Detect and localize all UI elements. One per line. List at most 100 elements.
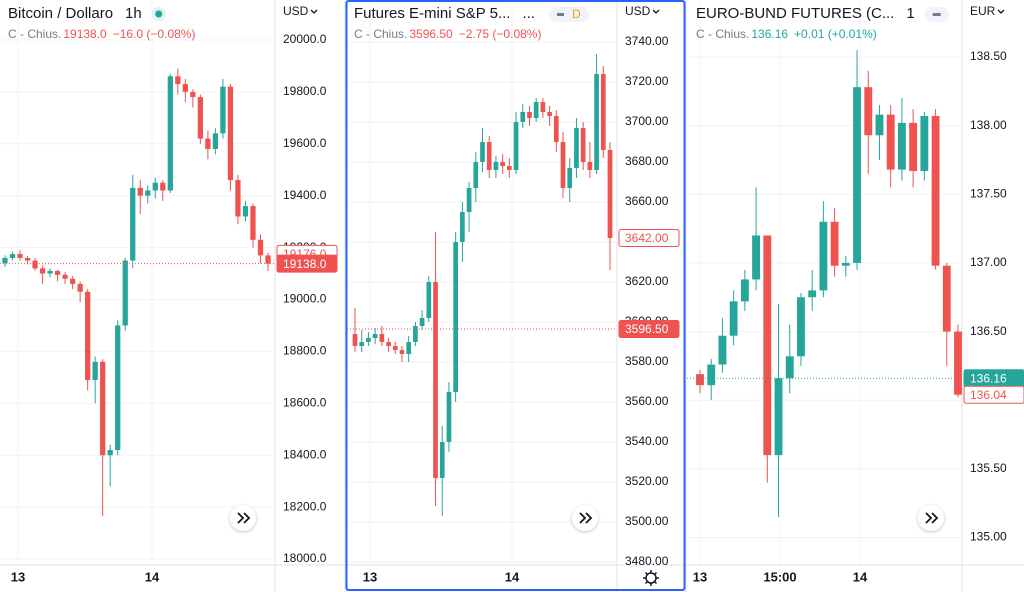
currency-chevron [997, 9, 1005, 14]
y-tick-label: 20000.0 [283, 32, 327, 46]
candle-body [480, 142, 485, 162]
y-tick-label: 18800.0 [283, 344, 327, 358]
active-pane-border [345, 0, 686, 591]
candle-body [830, 221, 839, 266]
candle-body [182, 84, 188, 92]
price-tag-label: 3596.50 [625, 322, 669, 336]
scroll-button[interactable] [230, 505, 256, 531]
candle-body [931, 116, 940, 266]
scroll-button[interactable] [918, 505, 944, 531]
price-tag-label: 136.16 [970, 371, 1007, 385]
currency-chevron [652, 9, 660, 14]
candle-body [600, 74, 606, 150]
y-tick-label: 19000.0 [283, 292, 327, 306]
scroll-button[interactable] [572, 505, 598, 531]
close-label: C - Chius. [8, 27, 61, 41]
candle-body [190, 91, 196, 98]
candle-body [100, 361, 106, 456]
candle-body [419, 318, 425, 326]
candle-body [909, 122, 918, 171]
candle-body [587, 162, 593, 170]
badge: D [572, 7, 581, 21]
candle-body [366, 338, 371, 342]
candle-body [797, 297, 805, 357]
x-tick-label: 13 [11, 569, 25, 584]
candle-body [85, 291, 91, 380]
candle-body [486, 142, 492, 170]
candle-body [785, 356, 794, 379]
candle-body [399, 350, 405, 354]
candle-body [520, 112, 526, 122]
candle-body [580, 128, 586, 162]
interval: ... [522, 5, 535, 22]
candle-body [115, 325, 121, 451]
candle-body [406, 342, 412, 354]
candle-body [942, 265, 951, 332]
chart-title: EURO-BUND FUTURES (C... [696, 5, 894, 22]
y-tick-label: 137.00 [970, 255, 1007, 269]
candle-body [819, 221, 828, 291]
candle-body [533, 102, 539, 118]
candle-body [433, 282, 438, 478]
candle-body [197, 97, 204, 139]
candle-body [763, 235, 772, 456]
price-tag-label: 19138.0 [283, 257, 327, 271]
y-tick-label: 3540.00 [625, 434, 669, 448]
candle-body [875, 114, 884, 136]
candle-body [145, 190, 151, 196]
candle-body [864, 87, 873, 136]
status-dot [155, 10, 163, 18]
y-tick-label: 3560.00 [625, 394, 669, 408]
candle-body [426, 282, 432, 318]
price-tag-label: 3642.00 [625, 231, 669, 245]
candle-body [39, 268, 46, 274]
candle-body [567, 168, 573, 188]
candle-body [841, 262, 850, 266]
currency-chevron [310, 9, 318, 14]
candle-body [392, 346, 398, 350]
candle-body [500, 162, 505, 166]
candle-body [527, 112, 532, 118]
candle-body [473, 162, 479, 188]
candle-body [130, 187, 136, 261]
candle-body [47, 270, 53, 274]
candle-body [547, 112, 552, 116]
candle-body [92, 361, 98, 380]
y-tick-label: 138.50 [970, 49, 1007, 63]
candle-body [439, 442, 445, 478]
candle-body [574, 128, 579, 168]
candle-body [808, 290, 817, 298]
candle-body [359, 342, 365, 346]
candle-body [257, 239, 264, 256]
y-tick-label: 136.50 [970, 324, 1007, 338]
y-tick-label: 19800.0 [283, 84, 327, 98]
currency: USD [283, 4, 309, 18]
candle-body [607, 150, 613, 238]
candle-body [413, 326, 418, 342]
candle-body [242, 206, 249, 217]
last-value: 3596.50 [409, 27, 453, 41]
candle-body [553, 116, 559, 142]
change: +0.01 (+0.01%) [794, 27, 877, 41]
candle-body [167, 76, 173, 191]
candle-body [506, 166, 512, 170]
candle-body [32, 260, 38, 269]
settings-button[interactable] [643, 570, 659, 586]
badge-pill [548, 7, 589, 22]
candle-body [212, 133, 219, 149]
y-tick-label: 3660.00 [625, 194, 669, 208]
last-value: 136.16 [751, 27, 788, 41]
interval: 1 [906, 5, 914, 22]
y-tick-label: 137.50 [970, 186, 1007, 200]
y-tick-label: 3520.00 [625, 474, 669, 488]
candle-body [853, 87, 861, 263]
candle-body [740, 279, 749, 302]
candle-body [493, 162, 499, 170]
candle-body [205, 138, 211, 149]
y-tick-label: 3500.00 [625, 514, 669, 528]
candle-body [235, 180, 241, 217]
price-tag [276, 254, 338, 273]
y-tick-label: 18600.0 [283, 395, 327, 409]
candle-body [152, 182, 158, 191]
